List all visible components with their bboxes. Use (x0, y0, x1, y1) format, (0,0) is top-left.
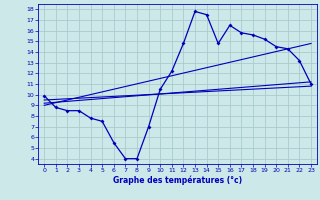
X-axis label: Graphe des températures (°c): Graphe des températures (°c) (113, 176, 242, 185)
